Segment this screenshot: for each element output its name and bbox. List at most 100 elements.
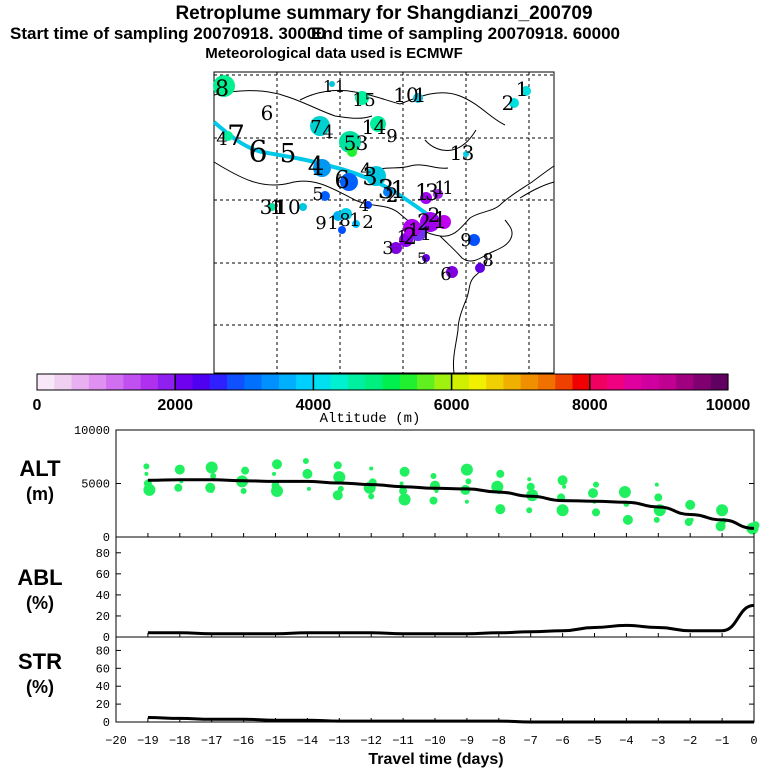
- colorbar-cell: [451, 374, 470, 390]
- colorbar-cell: [209, 374, 228, 390]
- x-tick-label: −2: [683, 734, 697, 748]
- map-day-label: 1: [414, 83, 427, 107]
- colorbar-cell: [71, 374, 90, 390]
- map-day-label: 1: [335, 77, 345, 96]
- map-point: [268, 203, 276, 211]
- map-day-label: 10: [275, 195, 300, 219]
- colorbar-cell: [140, 374, 159, 390]
- x-tick-label: −17: [201, 734, 223, 748]
- colorbar-cell: [382, 374, 401, 390]
- alt-scatter-point: [272, 459, 282, 470]
- colorbar-cell: [641, 374, 660, 390]
- x-tick-label: −16: [233, 734, 255, 748]
- map-day-label: 3: [362, 163, 377, 191]
- map-day-label: 1: [362, 115, 375, 139]
- alt-panel-label: ALT: [19, 456, 61, 481]
- alt-scatter-point: [306, 486, 311, 491]
- map-point: [364, 201, 372, 209]
- map-point: [355, 91, 369, 105]
- map-point: [468, 234, 480, 246]
- str-panel-unit: (%): [26, 677, 54, 697]
- map-day-label: 1: [442, 178, 453, 199]
- colorbar-cell: [589, 374, 608, 390]
- end-time-label: End time of sampling 20070918. 60000: [311, 24, 620, 43]
- colorbar-cell: [468, 374, 487, 390]
- alt-scatter-point: [337, 485, 344, 492]
- map-point: [437, 215, 451, 229]
- alt-panel-scatter: [143, 458, 760, 535]
- alt-scatter-point: [716, 504, 729, 517]
- alt-scatter-point: [209, 488, 214, 493]
- y-tick-label: 20: [96, 698, 110, 712]
- alt-scatter-point: [622, 514, 633, 525]
- alt-scatter-point: [557, 475, 568, 486]
- alt-scatter-point: [369, 466, 374, 471]
- map-day-label: 10: [393, 83, 418, 107]
- colorbar-cell: [693, 374, 712, 390]
- colorbar-tick-label: 8000: [572, 397, 608, 414]
- abl-panel-ticks: 0 20 40 60 80: [96, 547, 754, 645]
- x-tick-label: −4: [619, 734, 633, 748]
- colorbar-cell: [296, 374, 315, 390]
- map-day-label: 4: [374, 115, 387, 139]
- x-axis-title: Travel time (days): [368, 751, 503, 768]
- alt-scatter-point: [562, 484, 567, 489]
- map-day-label: 9: [386, 126, 397, 147]
- colorbar-cell: [572, 374, 591, 390]
- alt-scatter-point: [271, 484, 283, 497]
- map-point: [422, 254, 430, 262]
- map-day-label: 3: [425, 181, 439, 206]
- y-tick-label: 0: [103, 631, 110, 645]
- alt-scatter-point: [465, 478, 472, 485]
- met-data-label: Meteorological data used is ECMWF: [205, 45, 463, 62]
- map-day-label: 8: [482, 250, 493, 271]
- alt-scatter-point: [653, 516, 660, 523]
- map-day-label: 4: [308, 152, 325, 182]
- map-day-label: 3: [382, 238, 393, 259]
- alt-scatter-point: [527, 477, 532, 482]
- map-point: [339, 131, 361, 153]
- map-point: [338, 226, 346, 234]
- map-day-label: 7: [227, 119, 245, 152]
- map-day-label: 4: [359, 196, 369, 215]
- map-day-label: 7: [310, 117, 321, 138]
- y-tick-label: 0: [103, 531, 110, 545]
- x-tick-label: −5: [587, 734, 601, 748]
- map-day-label: 2: [417, 211, 431, 236]
- colorbar-cell: [278, 374, 297, 390]
- map-day-label: 9: [315, 213, 326, 234]
- colorbar-tick-label: 0: [33, 397, 42, 414]
- map-point: [352, 220, 360, 228]
- altitude-colorbar: 0 2000 4000 6000 8000 10000 Altitude (m): [33, 373, 750, 427]
- colorbar-tick-label: 2000: [157, 397, 193, 414]
- map-day-label: 1: [516, 77, 529, 101]
- colorbar-cells: [37, 374, 729, 390]
- alt-scatter-point: [302, 458, 309, 465]
- colorbar-cell: [54, 374, 73, 390]
- alt-scatter-point: [720, 525, 725, 530]
- map-point: [383, 187, 393, 197]
- map-day-label: 2: [403, 225, 417, 250]
- map-day-label: 4: [360, 160, 371, 181]
- map-day-label: 1: [390, 176, 405, 204]
- x-tick-label: −13: [328, 734, 350, 748]
- x-tick-label: −18: [169, 734, 191, 748]
- alt-scatter-point: [495, 504, 506, 515]
- colorbar-cell: [520, 374, 539, 390]
- alt-scatter-point: [368, 493, 375, 500]
- alt-scatter-point: [398, 493, 411, 506]
- map-point: [299, 203, 307, 211]
- map-day-label: 4: [216, 129, 227, 150]
- str-panel-line: [147, 716, 755, 724]
- map-day-label: 3: [260, 195, 273, 219]
- y-tick-label: 40: [96, 589, 110, 603]
- colorbar-cell: [710, 374, 729, 390]
- map-point: [313, 159, 331, 177]
- map-day-label: 1: [323, 77, 333, 96]
- x-tick-label: −20: [105, 734, 127, 748]
- y-tick-label: 40: [96, 680, 110, 694]
- map-point: [390, 242, 402, 254]
- colorbar-cell: [192, 374, 211, 390]
